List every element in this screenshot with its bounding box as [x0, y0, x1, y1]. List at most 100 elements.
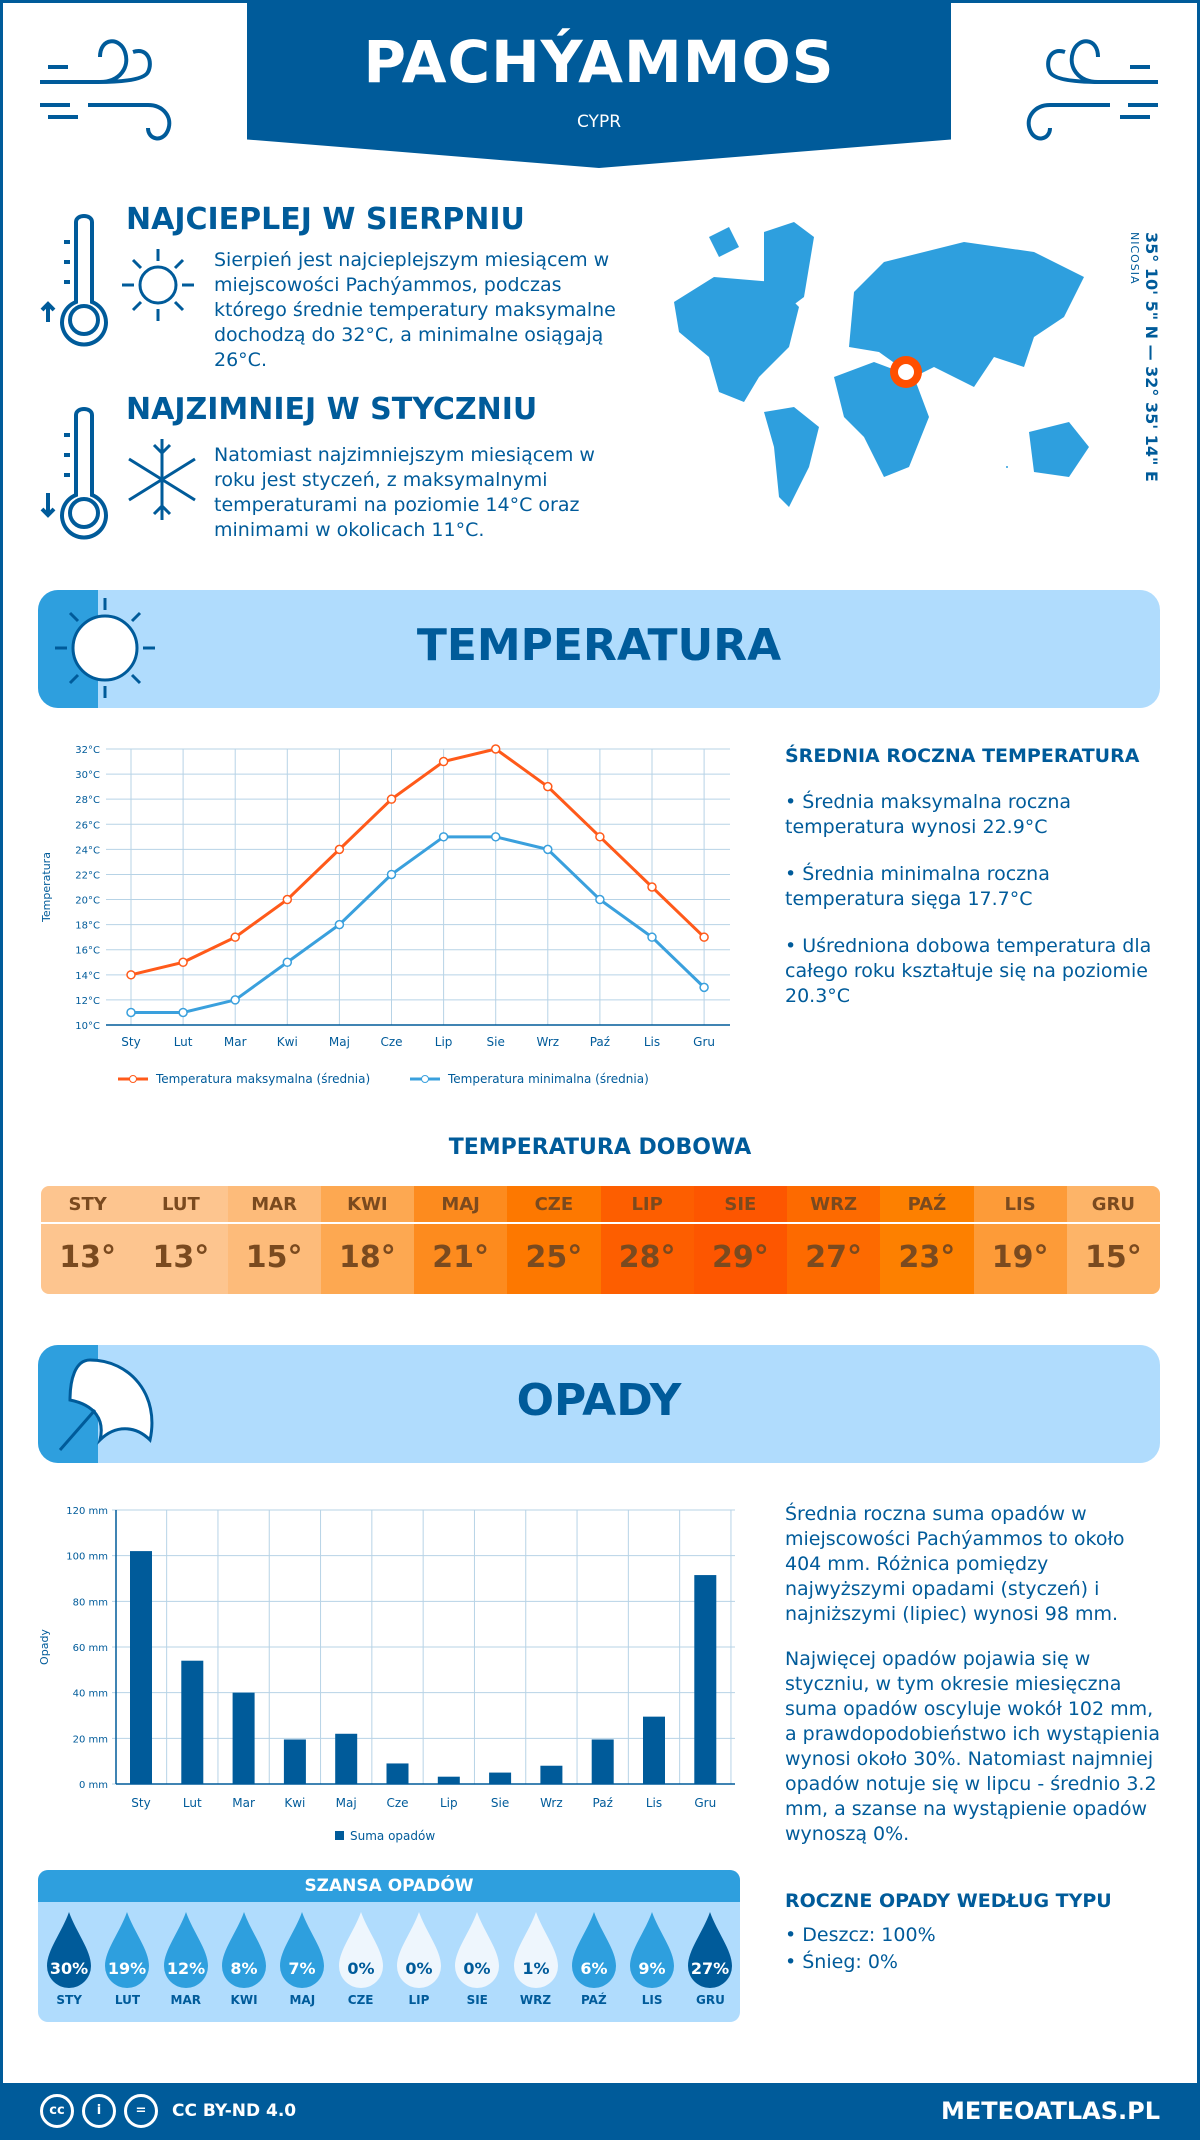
series-line — [131, 835, 706, 1014]
snowflake-icon — [128, 439, 196, 520]
data-point — [178, 957, 188, 968]
rain-chance-cze: 0% CZE — [331, 1902, 389, 2007]
y-tick-label: 100 mm — [66, 1552, 108, 1563]
temp-stat: • Uśredniona dobowa temperatura dla całe… — [785, 935, 1152, 1007]
footer: cc i = CC BY-ND 4.0 METEOATLAS.PL — [0, 2083, 1200, 2140]
x-tick-label: Gru — [694, 1796, 716, 1810]
data-point — [699, 982, 709, 993]
raindrop-icon: 12% — [163, 1912, 208, 1988]
y-tick-label: 26°C — [75, 820, 100, 831]
precip-type: • Śnieg: 0% — [785, 1951, 898, 1973]
raindrop-icon: 1% — [513, 1912, 558, 1988]
month-label: SIE — [466, 1993, 488, 2007]
x-tick-label: Paź — [590, 1035, 610, 1049]
temp-value: 29° — [712, 1240, 769, 1275]
chance-title: SZANSA OPADÓW — [38, 1870, 740, 1902]
bar — [540, 1765, 563, 1784]
x-tick-label: Sie — [487, 1035, 505, 1049]
daily-temp-cze: CZE 25° — [507, 1186, 601, 1294]
rain-chance-wrz: 1% WRZ — [506, 1902, 564, 2007]
chance-value: 0% — [464, 1959, 491, 1978]
temp-value: 19° — [991, 1240, 1049, 1275]
temp-value: 28° — [618, 1240, 676, 1275]
bar — [437, 1776, 460, 1784]
temp-value: 13° — [59, 1240, 116, 1275]
daily-temp-title: TEMPERATURA DOBOWA — [448, 1135, 752, 1160]
x-tick-label: Mar — [224, 1035, 247, 1049]
raindrop-icon: 30% — [47, 1912, 92, 1988]
daily-temp-lip: LIP 28° — [600, 1186, 694, 1294]
data-point — [126, 1007, 136, 1018]
month-label: LIS — [641, 1993, 663, 2007]
data-point — [543, 781, 553, 792]
rain-chance-sty: 30% STY — [40, 1902, 98, 2007]
y-axis-title: Opady — [38, 1629, 51, 1665]
precip-title: OPADY — [516, 1375, 682, 1426]
month-label: STY — [41, 1186, 135, 1224]
x-tick-label: Sie — [491, 1796, 509, 1810]
rain-chance-lis: 9% LIS — [623, 1902, 681, 2007]
rain-chance-maj: 7% MAJ — [273, 1902, 331, 2007]
raindrop-icon: 9% — [630, 1912, 675, 1988]
raindrop-icon: 0% — [338, 1912, 383, 1988]
y-tick-label: 28°C — [75, 795, 100, 806]
legend-swatch — [335, 1831, 344, 1840]
bar — [335, 1733, 358, 1784]
x-tick-label: Maj — [336, 1796, 357, 1810]
raindrop-icon: 8% — [222, 1912, 267, 1988]
no-derivatives-icon: = — [124, 2094, 158, 2128]
data-point — [386, 869, 397, 880]
bar — [283, 1739, 306, 1784]
precip-type-title: ROCZNE OPADY WEDŁUG TYPU — [785, 1890, 1112, 1912]
coordinates: 35° 10' 5" N — 32° 35' 14" E — [1142, 232, 1161, 482]
cc-icon: cc — [40, 2094, 74, 2128]
month-label: SIE — [693, 1186, 787, 1224]
daily-temp-lut: LUT 13° — [134, 1186, 228, 1294]
chance-value: 30% — [50, 1959, 88, 1978]
temp-stats-title: ŚREDNIA ROCZNA TEMPERATURA — [785, 745, 1140, 767]
data-point — [282, 894, 293, 905]
month-label: LIP — [600, 1186, 694, 1224]
temp-stat: • Średnia maksymalna roczna temperatura … — [785, 791, 1072, 838]
daily-temp-wrz: WRZ 27° — [787, 1186, 881, 1294]
page-title: PACHÝAMMOS — [363, 28, 835, 96]
temp-value: 23° — [898, 1240, 956, 1275]
x-tick-label: Cze — [380, 1035, 402, 1049]
site-link[interactable]: METEOATLAS.PL — [940, 2097, 1160, 2125]
x-tick-label: Paź — [593, 1796, 613, 1810]
data-point — [490, 832, 501, 842]
daily-temp-table: STY 13° LUT 13° MAR 15° KWI 18° MAJ 21° CZE 25° LIP 2… — [41, 1186, 1160, 1294]
attribution-icon: i — [82, 2094, 116, 2128]
month-label: STY — [56, 1993, 82, 2007]
y-axis-title: Temperatura — [40, 852, 53, 923]
data-point — [230, 932, 240, 942]
country-label: CYPR — [576, 112, 622, 132]
y-tick-label: 0 mm — [79, 1780, 108, 1791]
x-tick-label: Wrz — [537, 1035, 560, 1049]
temp-stat: • Średnia minimalna roczna temperatura s… — [785, 863, 1050, 910]
temperature-title: TEMPERATURA — [416, 620, 782, 671]
precip-text: Średnia roczna suma opadów w miejscowośc… — [785, 1503, 1125, 1625]
data-point — [282, 957, 293, 968]
header-banner — [247, 0, 951, 168]
chance-value: 19% — [108, 1959, 146, 1978]
raindrop-icon: 6% — [571, 1912, 616, 1988]
temp-value: 25° — [525, 1240, 583, 1275]
legend-marker — [129, 1075, 137, 1083]
temperature-band — [38, 590, 1160, 708]
x-tick-label: Lut — [183, 1796, 202, 1810]
legend-label: Temperatura minimalna (średnia) — [447, 1072, 649, 1086]
coldest-title: NAJZIMNIEJ W STYCZNIU — [126, 392, 538, 427]
data-point — [490, 744, 501, 754]
precip-chart: 0 mm 20 mm 40 mm 60 mm 80 mm 100 mm 120 mm Sty L… — [38, 1506, 735, 1843]
sun-icon — [55, 598, 155, 698]
bar — [591, 1739, 614, 1784]
y-tick-label: 14°C — [75, 971, 100, 982]
x-tick-label: Wrz — [540, 1796, 563, 1810]
x-tick-label: Lis — [646, 1796, 662, 1810]
month-label: MAR — [227, 1186, 321, 1224]
chance-value: 1% — [522, 1959, 549, 1978]
temp-value: 15° — [245, 1240, 303, 1275]
x-tick-label: Cze — [386, 1796, 408, 1810]
data-point — [126, 970, 136, 980]
